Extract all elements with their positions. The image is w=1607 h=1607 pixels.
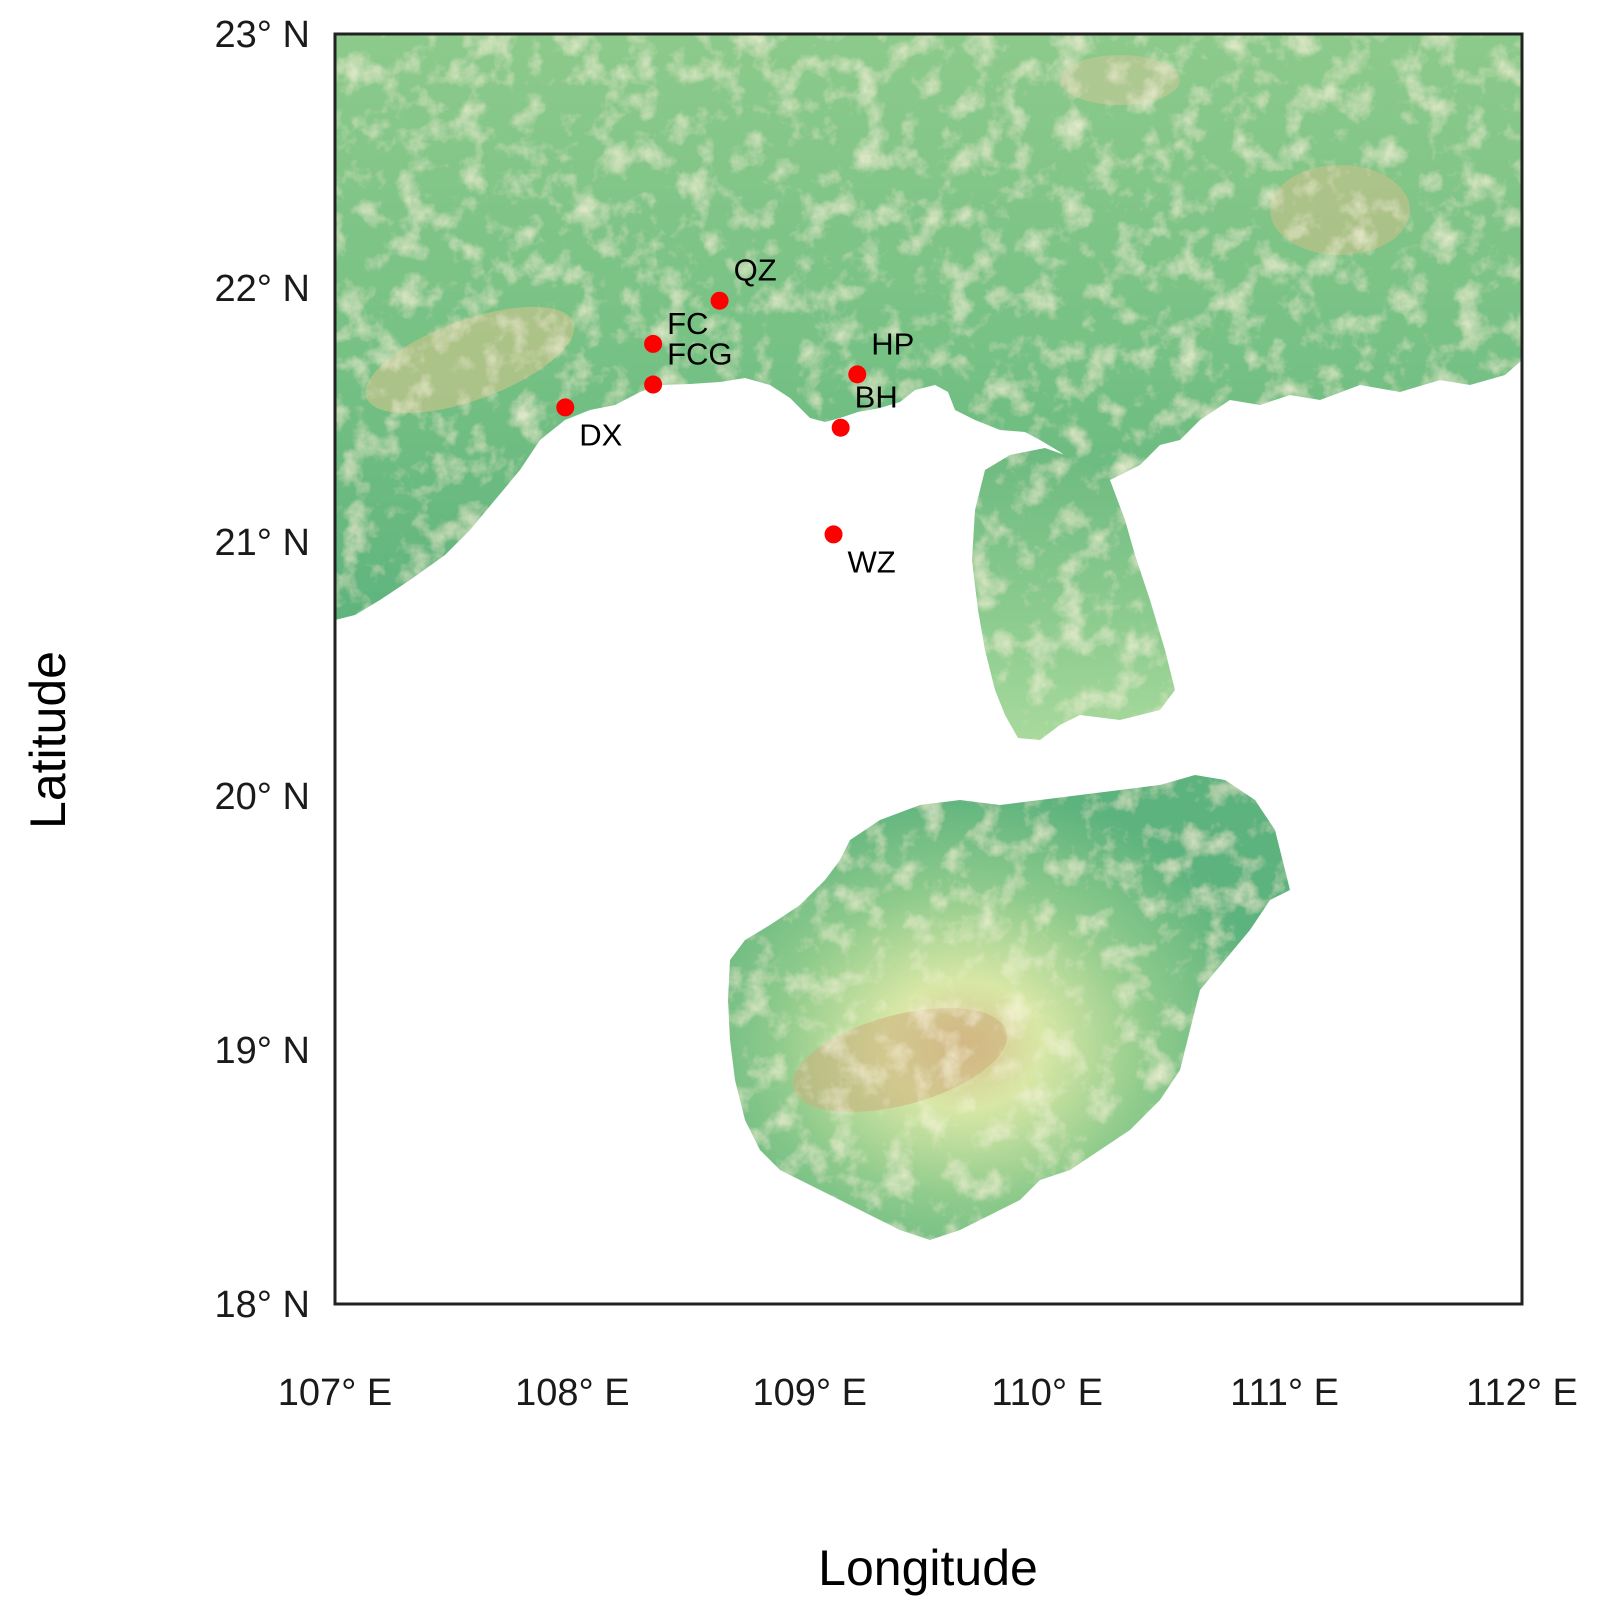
- station-label: QZ: [734, 253, 777, 288]
- station-label: FCG: [667, 337, 732, 372]
- station-marker: [831, 418, 850, 437]
- x-axis-tick-labels: 107° E 108° E 109° E 110° E 111° E 112° E: [278, 1372, 1578, 1414]
- station-label: HP: [871, 326, 914, 361]
- station-marker: [824, 525, 843, 544]
- mainland-highland: [1270, 165, 1410, 255]
- x-tick-label: 107° E: [278, 1372, 393, 1414]
- y-tick-label: 20° N: [215, 776, 310, 818]
- station-marker: [848, 365, 867, 384]
- y-tick-label: 23° N: [215, 14, 310, 56]
- mainland-highland: [1060, 55, 1180, 105]
- x-tick-label: 112° E: [1466, 1372, 1578, 1414]
- station-label: FC: [667, 306, 708, 341]
- y-tick-label: 18° N: [215, 1284, 310, 1326]
- station-marker: [556, 398, 575, 417]
- x-tick-label: 110° E: [991, 1372, 1103, 1414]
- leizhou-peninsula: [972, 448, 1175, 740]
- map-frame: [333, 32, 1524, 1306]
- station-marker: [644, 334, 663, 353]
- station-marker: [644, 375, 663, 394]
- x-tick-label: 111° E: [1230, 1372, 1339, 1414]
- station-label: BH: [855, 380, 898, 415]
- x-axis-title: Longitude: [818, 1540, 1038, 1596]
- hainan-highland: [793, 1008, 1007, 1112]
- station-label: DX: [579, 417, 622, 452]
- x-tick-label: 108° E: [515, 1372, 630, 1414]
- mainland-highland: [365, 306, 575, 414]
- y-axis-tick-labels: 23° N 22° N 21° N 20° N 19° N 18° N: [215, 14, 310, 1326]
- y-tick-label: 21° N: [215, 522, 310, 564]
- y-tick-label: 22° N: [215, 268, 310, 310]
- y-axis-title: Latitude: [20, 651, 76, 829]
- x-tick-label: 109° E: [753, 1372, 868, 1414]
- mainland-land: [335, 34, 1522, 620]
- hainan-island: [728, 775, 1290, 1240]
- station-label: WZ: [848, 544, 896, 579]
- station-marker: [710, 291, 729, 310]
- y-tick-label: 19° N: [215, 1030, 310, 1072]
